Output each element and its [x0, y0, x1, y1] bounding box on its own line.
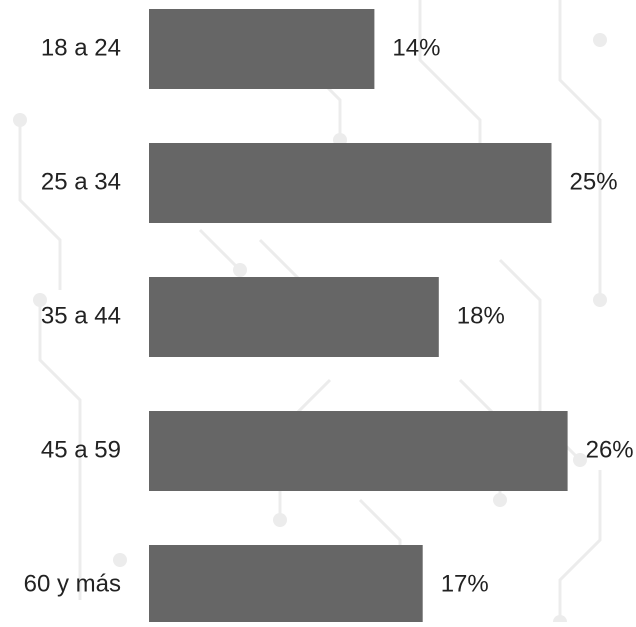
bar-1 — [149, 143, 552, 223]
bars-group — [149, 9, 568, 625]
value-label-3: 26% — [586, 436, 634, 463]
category-labels-group: 18 a 24 25 a 34 35 a 44 45 a 59 60 y más — [24, 34, 121, 597]
circuit-node-11 — [553, 615, 567, 627]
circuit-node-9 — [233, 263, 247, 277]
circuit-node-1 — [13, 113, 27, 127]
circuit-node-7 — [273, 513, 287, 527]
category-label-2: 35 a 44 — [41, 302, 121, 329]
circuit-trace-4 — [558, 0, 602, 300]
category-label-1: 25 a 34 — [41, 168, 121, 195]
circuit-trace-0 — [38, 300, 82, 600]
value-label-0: 14% — [392, 34, 440, 61]
category-label-3: 45 a 59 — [41, 436, 121, 463]
value-labels-group: 14% 25% 18% 26% 17% — [392, 34, 633, 597]
value-label-4: 17% — [441, 570, 489, 597]
value-label-2: 18% — [457, 302, 505, 329]
circuit-node-4 — [593, 293, 607, 307]
circuit-node-13 — [593, 33, 607, 47]
bar-2 — [149, 277, 439, 357]
category-label-4: 60 y más — [24, 570, 121, 597]
circuit-node-0 — [33, 293, 47, 307]
circuit-node-8 — [493, 493, 507, 507]
circuit-trace-10 — [198, 228, 242, 272]
category-label-0: 18 a 24 — [41, 34, 121, 61]
circuit-trace-8 — [558, 470, 602, 622]
bar-3 — [149, 411, 568, 491]
bar-0 — [149, 9, 375, 89]
circuit-node-5 — [573, 453, 587, 467]
circuit-node-12 — [113, 553, 127, 567]
circuit-trace-1 — [18, 120, 62, 290]
bar-4 — [149, 545, 423, 625]
value-label-1: 25% — [570, 168, 618, 195]
